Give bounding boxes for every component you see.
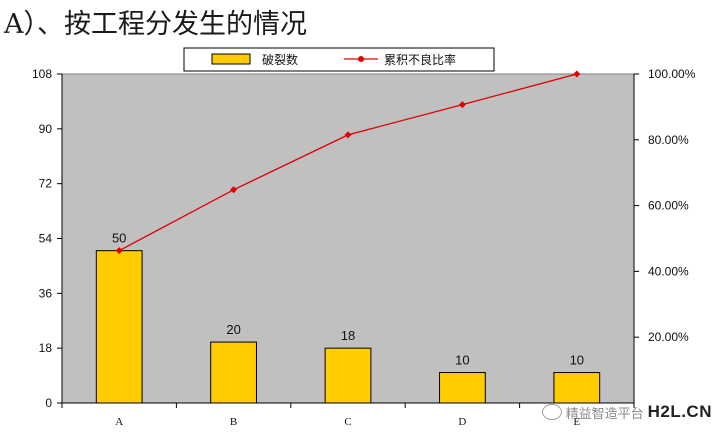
bar [439,372,486,404]
line-point [115,247,123,255]
legend-swatch-bar [211,53,251,65]
line-point [458,101,466,109]
watermark: 精益智造平台 H2L.CN [541,402,712,422]
legend-label-bar: 破裂数 [262,52,298,67]
y-left-tick-label: 90 [39,122,53,136]
bar-data-label: 50 [112,231,126,246]
bar-data-label: 10 [455,353,469,368]
bar [324,347,372,404]
y-axis-left: 0 18 36 54 72 90 108 [32,67,63,410]
y-left-tick-label: 18 [39,341,53,355]
page-title: A）、按工程分发生的情况 [4,9,307,40]
legend-box [183,47,495,72]
bar-data-label: 20 [226,322,240,337]
y-left-tick-label: 0 [45,396,52,410]
x-tick-label: B [230,416,237,428]
cumulative-line-series [115,70,581,255]
bar-data-label: 10 [570,353,584,368]
y-right-tick-label: 80.00% [648,133,689,147]
watermark-brand: H2L.CN [647,402,712,421]
bar [210,341,257,404]
x-tick-label: A [115,416,123,428]
bar-data-label: 18 [341,328,355,343]
x-tick-label: D [458,416,466,428]
y-left-tick-label: 54 [39,232,53,246]
x-tick-label: C [344,416,351,428]
y-left-tick-label: 108 [32,67,52,81]
legend-swatch-line-marker [358,56,364,62]
y-right-tick-label: 60.00% [648,199,689,213]
wechat-icon [541,404,562,420]
line-point [344,131,352,139]
y-right-tick-label: 100.00% [648,67,696,81]
y-right-tick-label: 20.00% [648,330,689,344]
bar [553,372,601,404]
legend: 破裂数 累积不良比率 [183,47,495,72]
x-tick-label: E [573,416,580,428]
bar-series: 50 20 18 10 10 [95,231,601,404]
y-axis-right: 20.00% 40.00% 60.00% 80.00% 100.00% [633,67,696,403]
bar [95,250,143,404]
line-point [230,186,238,194]
watermark-text: 精益智造平台 [565,406,644,422]
y-left-tick-label: 72 [39,177,53,191]
legend-label-line: 累积不良比率 [384,52,456,67]
y-left-tick-label: 36 [39,286,53,300]
y-right-tick-label: 40.00% [648,264,689,278]
line-point [573,70,581,78]
